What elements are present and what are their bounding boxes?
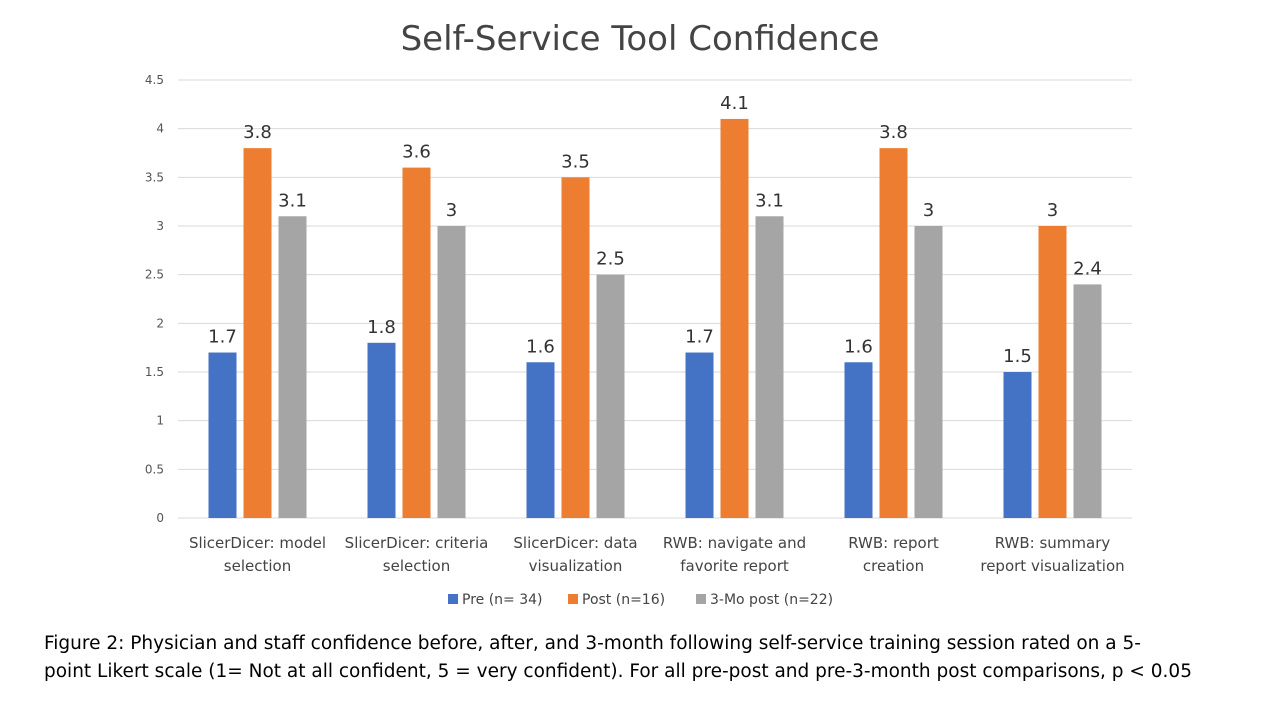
data-label: 2.5: [596, 249, 625, 270]
bar-pre: [844, 362, 873, 518]
bars: [208, 118, 1102, 519]
bar-pre: [367, 342, 396, 518]
bar-post: [561, 177, 590, 519]
bar-3mo-post: [755, 216, 784, 518]
y-tick-label: 0.5: [145, 462, 164, 476]
y-axis-ticks: 0 0.5 1 1.5 2 2.5 3 3.5 4 4.5: [145, 73, 164, 525]
data-label: 3: [446, 200, 457, 221]
y-tick-label: 1.5: [145, 365, 164, 379]
legend-swatch: [696, 594, 706, 604]
caption-line-2: point Likert scale (1= Not at all confid…: [44, 661, 1192, 682]
y-tick-label: 3.5: [145, 170, 164, 184]
category-label: selection: [383, 557, 450, 575]
data-label: 4.1: [720, 93, 749, 114]
data-label: 1.6: [844, 336, 873, 357]
category-label: visualization: [529, 557, 623, 575]
category-label: SlicerDicer: model: [189, 534, 326, 552]
bar-3mo-post: [1073, 284, 1102, 518]
bar-post: [402, 167, 431, 518]
legend-swatch: [448, 594, 458, 604]
bar-pre: [526, 362, 555, 518]
category-label: creation: [863, 557, 924, 575]
bar-pre: [1003, 372, 1032, 518]
y-tick-label: 1: [156, 414, 164, 428]
data-label: 1.5: [1003, 346, 1032, 367]
data-labels: 1.7 3.8 3.1 1.8 3.6 3 1.6 3.5 2.5 1.7 4.1 3.1 1.6 3.8…: [208, 93, 1102, 367]
category-label: favorite report: [680, 557, 789, 575]
category-label: SlicerDicer: criteria: [345, 534, 489, 552]
data-label: 1.6: [526, 336, 555, 357]
category-label: RWB: summary: [995, 534, 1111, 552]
category-label: report visualization: [980, 557, 1124, 575]
x-axis-categories: SlicerDicer: model selection SlicerDicer: …: [189, 534, 1125, 575]
data-label: 1.7: [685, 327, 714, 348]
legend-label: 3-Mo post (n=22): [710, 592, 833, 608]
y-tick-label: 0: [156, 511, 164, 525]
data-label: 3.6: [402, 142, 431, 163]
legend: Pre (n= 34) Post (n=16) 3-Mo post (n=22): [448, 592, 833, 608]
data-label: 3: [923, 200, 934, 221]
data-label: 3.5: [561, 151, 590, 172]
bar-pre: [208, 352, 237, 518]
bar-post: [243, 148, 272, 518]
data-label: 3.8: [243, 122, 272, 143]
category-label: selection: [224, 557, 291, 575]
chart-title: Self-Service Tool Confidence: [401, 19, 880, 59]
bar-3mo-post: [278, 216, 307, 518]
y-tick-label: 2: [156, 316, 164, 330]
bar-3mo-post: [914, 226, 943, 518]
legend-swatch: [568, 594, 578, 604]
category-label: SlicerDicer: data: [513, 534, 637, 552]
bar-post: [720, 118, 749, 518]
data-label: 1.7: [208, 327, 237, 348]
y-tick-label: 4: [156, 122, 164, 136]
bar-post: [1038, 226, 1067, 518]
bar-3mo-post: [596, 274, 625, 518]
bar-pre: [685, 352, 714, 518]
data-label: 1.8: [367, 317, 396, 338]
bar-3mo-post: [437, 226, 466, 518]
y-tick-label: 3: [156, 219, 164, 233]
y-tick-label: 2.5: [145, 268, 164, 282]
y-tick-label: 4.5: [145, 73, 164, 87]
data-label: 2.4: [1073, 258, 1102, 279]
figure-caption: Figure 2: Physician and staff confidence…: [44, 630, 1244, 686]
data-label: 3: [1047, 200, 1058, 221]
data-label: 3.1: [755, 190, 784, 211]
category-label: RWB: report: [848, 534, 939, 552]
data-label: 3.8: [879, 122, 908, 143]
legend-label: Post (n=16): [582, 592, 665, 608]
bar-post: [879, 148, 908, 518]
gridlines: [178, 79, 1132, 519]
data-label: 3.1: [278, 190, 307, 211]
category-label: RWB: navigate and: [663, 534, 806, 552]
caption-line-1: Figure 2: Physician and staff confidence…: [44, 633, 1141, 654]
legend-label: Pre (n= 34): [462, 592, 543, 608]
